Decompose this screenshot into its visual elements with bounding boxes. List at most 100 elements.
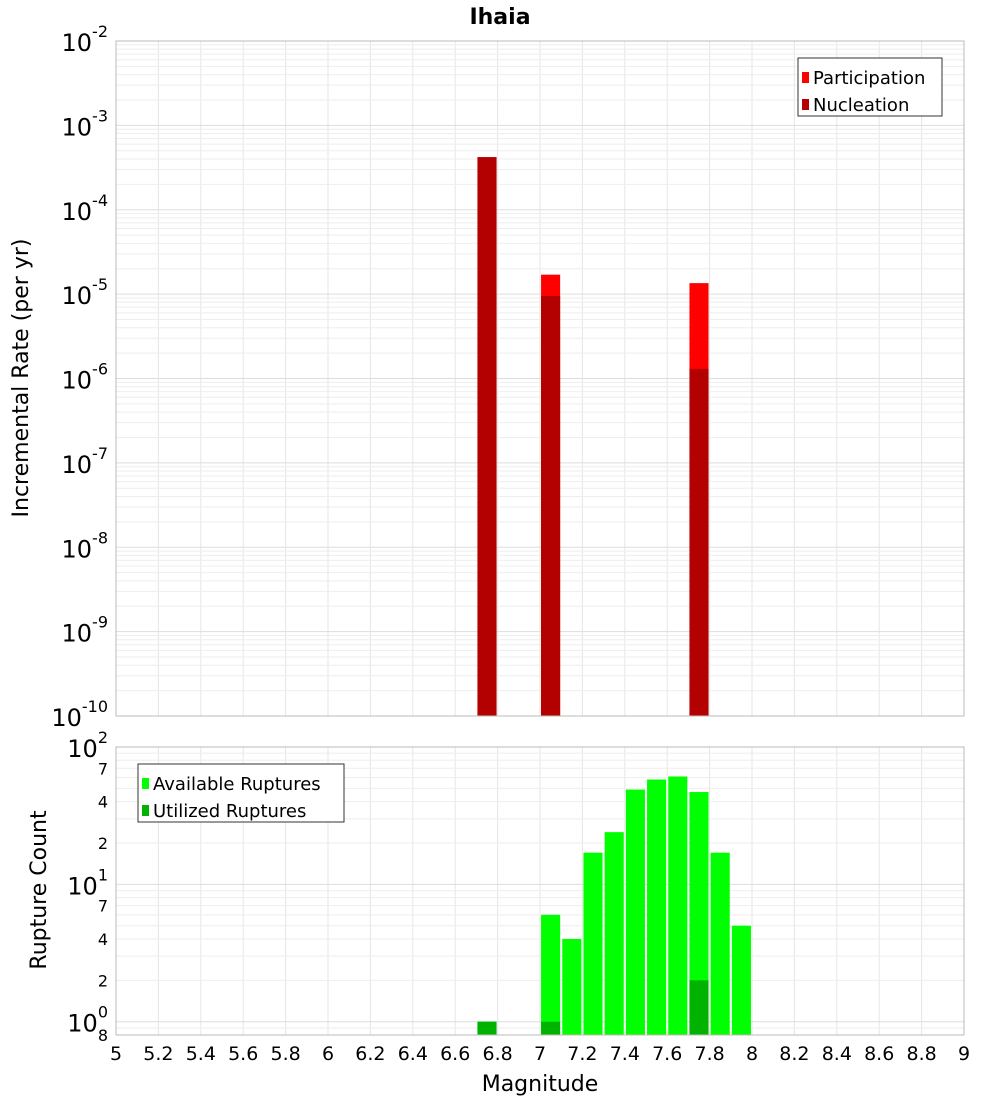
x-tick-label: 5.8 (270, 1043, 300, 1065)
bar-available-ruptures (647, 779, 667, 1035)
bars (477, 157, 709, 717)
y-tick-labels: 10-210-310-410-510-610-710-810-910-10 (51, 22, 108, 732)
bars (477, 776, 751, 1035)
y-tick-exponent: -9 (92, 613, 108, 632)
bar-available-ruptures (710, 852, 730, 1035)
y-tick-label: 7 (98, 759, 108, 778)
plot-frame (115, 746, 965, 1036)
y-tick-exponent: -10 (82, 697, 108, 716)
x-tick-label: 6.2 (355, 1043, 385, 1065)
legend-swatch (142, 778, 149, 789)
bar-nucleation (689, 368, 709, 716)
bar-nucleation (477, 157, 497, 717)
bottom-y-axis-label: Rupture Count (27, 810, 52, 970)
grid-lines (115, 746, 965, 1036)
y-tick-label: 7 (98, 897, 108, 916)
y-tick-label: 10-6 (62, 360, 109, 395)
x-tick-label: 8 (746, 1043, 758, 1065)
top-y-axis-label: Incremental Rate (per yr) (9, 239, 34, 518)
y-tick-label: 10-5 (62, 275, 109, 310)
legend-swatch (142, 805, 149, 816)
y-tick-label: 2 (98, 834, 108, 853)
legend-label: Available Ruptures (153, 774, 321, 795)
x-tick-label: 6 (322, 1043, 334, 1065)
y-tick-base: 10 (51, 704, 82, 732)
y-tick-exponent: -3 (92, 106, 108, 125)
y-tick-exponent: -8 (92, 528, 108, 547)
x-tick-label: 7.6 (652, 1043, 682, 1065)
y-tick-exponent: 0 (98, 1003, 108, 1022)
y-tick-base: 10 (67, 872, 98, 900)
bar-available-ruptures (583, 852, 603, 1035)
legend: Participation Nucleation (797, 57, 943, 117)
y-tick-base: 10 (62, 282, 93, 310)
y-tick-label: 100 (67, 1003, 108, 1038)
x-tick-label: 6.6 (440, 1043, 470, 1065)
x-tick-label: 5.4 (186, 1043, 216, 1065)
bar-utilized-ruptures (477, 1021, 497, 1035)
x-tick-label: 7 (534, 1043, 546, 1065)
grid-lines (115, 40, 965, 717)
y-tick-label: 10-9 (62, 613, 109, 648)
y-tick-base: 10 (67, 1010, 98, 1038)
y-tick-label: 10-7 (62, 444, 109, 479)
x-tick-label: 7.4 (610, 1043, 640, 1065)
plot-frame (115, 40, 965, 717)
bar-available-ruptures (689, 792, 709, 1035)
y-tick-label: 10-2 (62, 22, 109, 57)
x-tick-label: 8.2 (779, 1043, 809, 1065)
y-tick-label: 10-10 (51, 697, 108, 732)
x-tick-label: 5 (110, 1043, 122, 1065)
x-tick-label: 8.4 (822, 1043, 852, 1065)
y-tick-exponent: -2 (92, 22, 108, 41)
bar-available-ruptures (731, 925, 751, 1035)
y-tick-base: 10 (67, 735, 98, 763)
x-tick-label: 8.8 (906, 1043, 936, 1065)
bar-nucleation (541, 296, 561, 716)
y-tick-exponent: -7 (92, 444, 108, 463)
bar-available-ruptures (562, 939, 582, 1035)
bar-available-ruptures (604, 832, 624, 1035)
legend-box (137, 763, 345, 823)
legend-label: Nucleation (813, 95, 909, 116)
x-tick-labels: 5 5.2 5.4 5.6 5.8 6 6.2 6.4 6.6 6.8 7 7.2 7.4 7.6 7.8 8… (110, 1043, 970, 1065)
x-tick-label: 7.8 (694, 1043, 724, 1065)
legend-swatch (802, 99, 809, 110)
x-tick-label: 8.6 (864, 1043, 894, 1065)
y-tick-label: 2 (98, 971, 108, 990)
y-tick-label: 102 (67, 728, 108, 763)
y-tick-label: 101 (67, 865, 108, 900)
bar-available-ruptures (625, 789, 645, 1035)
y-tick-label: 10-4 (62, 191, 109, 226)
y-tick-exponent: -4 (92, 191, 108, 210)
top-panel: 10-210-310-410-510-610-710-810-910-10Par… (51, 22, 965, 732)
x-tick-label: 5.2 (143, 1043, 173, 1065)
bar-utilized-ruptures (689, 980, 709, 1035)
legend: Available Ruptures Utilized Ruptures (137, 763, 345, 823)
y-tick-exponent: -5 (92, 275, 108, 294)
y-tick-base: 10 (62, 367, 93, 395)
y-tick-exponent: 1 (98, 865, 108, 884)
legend-box (797, 57, 943, 117)
y-tick-base: 10 (62, 29, 93, 57)
y-tick-exponent: -6 (92, 360, 108, 379)
bar-available-ruptures (668, 776, 688, 1035)
x-tick-label: 9 (958, 1043, 970, 1065)
x-axis-label: Magnitude (482, 1072, 599, 1097)
y-tick-label: 8 (98, 1026, 108, 1045)
y-tick-label: 10-3 (62, 106, 109, 141)
x-tick-label: 5.6 (228, 1043, 258, 1065)
legend-swatch (802, 72, 809, 83)
y-tick-label: 10-8 (62, 528, 109, 563)
y-tick-label: 4 (98, 793, 108, 812)
y-tick-exponent: 2 (98, 728, 108, 747)
legend-label: Utilized Ruptures (153, 801, 306, 822)
y-tick-base: 10 (62, 198, 93, 226)
x-tick-label: 6.4 (398, 1043, 428, 1065)
bar-utilized-ruptures (541, 1021, 561, 1035)
x-tick-label: 7.2 (567, 1043, 597, 1065)
y-tick-base: 10 (62, 113, 93, 141)
